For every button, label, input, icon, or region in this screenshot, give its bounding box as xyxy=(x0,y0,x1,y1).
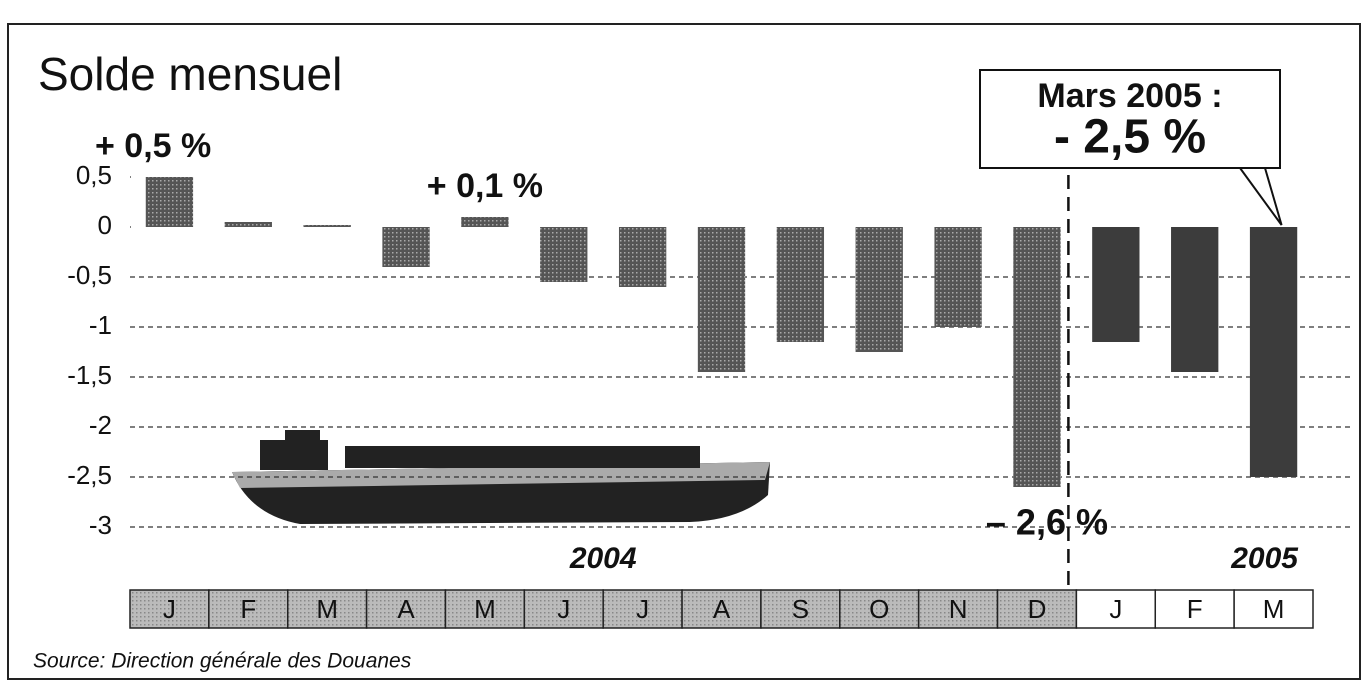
bar xyxy=(540,227,587,282)
x-tick-label: J xyxy=(163,594,176,624)
x-tick-label: J xyxy=(557,594,570,624)
x-tick-label: A xyxy=(397,594,415,624)
source: Source: Direction générale des Douanes xyxy=(33,650,412,673)
value-label: + 0,5 % xyxy=(95,127,211,165)
value-label: + 0,1 % xyxy=(427,167,543,205)
x-tick-label: A xyxy=(713,594,731,624)
bar xyxy=(461,217,508,227)
x-tick-label: D xyxy=(1028,594,1047,624)
bar xyxy=(304,225,351,227)
bar xyxy=(1250,227,1297,477)
bar xyxy=(225,222,272,227)
x-tick-label: J xyxy=(1109,594,1122,624)
callout-pointer xyxy=(1240,168,1282,225)
x-tick-label: M xyxy=(316,594,338,624)
y-tick-label: -0,5 xyxy=(67,260,112,290)
x-tick-label: M xyxy=(474,594,496,624)
bar xyxy=(1171,227,1218,372)
y-tick-label: -1 xyxy=(89,310,112,340)
x-tick-label: F xyxy=(240,594,256,624)
bar xyxy=(856,227,903,352)
x-tick-label: F xyxy=(1187,594,1203,624)
y-tick-label: 0 xyxy=(98,210,112,240)
value-label: – 2,6 % xyxy=(986,502,1108,543)
y-tick-label: -3 xyxy=(89,510,112,540)
chart: Solde mensuel Source: Direction générale… xyxy=(0,0,1364,685)
bar xyxy=(382,227,429,267)
callout-title: Mars 2005 : xyxy=(1037,77,1222,115)
y-tick-label: -1,5 xyxy=(67,360,112,390)
x-tick-label: S xyxy=(792,594,809,624)
bar xyxy=(1013,227,1060,487)
x-tick-label: N xyxy=(949,594,968,624)
value-label: - 2,5 % xyxy=(1054,111,1206,164)
bar xyxy=(1092,227,1139,342)
chart-title: Solde mensuel xyxy=(38,48,342,100)
y-tick-label: -2,5 xyxy=(67,460,112,490)
group-label: 2005 xyxy=(1230,542,1299,575)
bar xyxy=(619,227,666,287)
bar xyxy=(777,227,824,342)
x-tick-label: J xyxy=(636,594,649,624)
bar xyxy=(146,177,193,227)
x-tick-label: O xyxy=(869,594,889,624)
x-tick-label: M xyxy=(1263,594,1285,624)
y-tick-label: -2 xyxy=(89,410,112,440)
group-label: 2004 xyxy=(569,542,637,575)
bar xyxy=(698,227,745,372)
bar xyxy=(934,227,981,327)
